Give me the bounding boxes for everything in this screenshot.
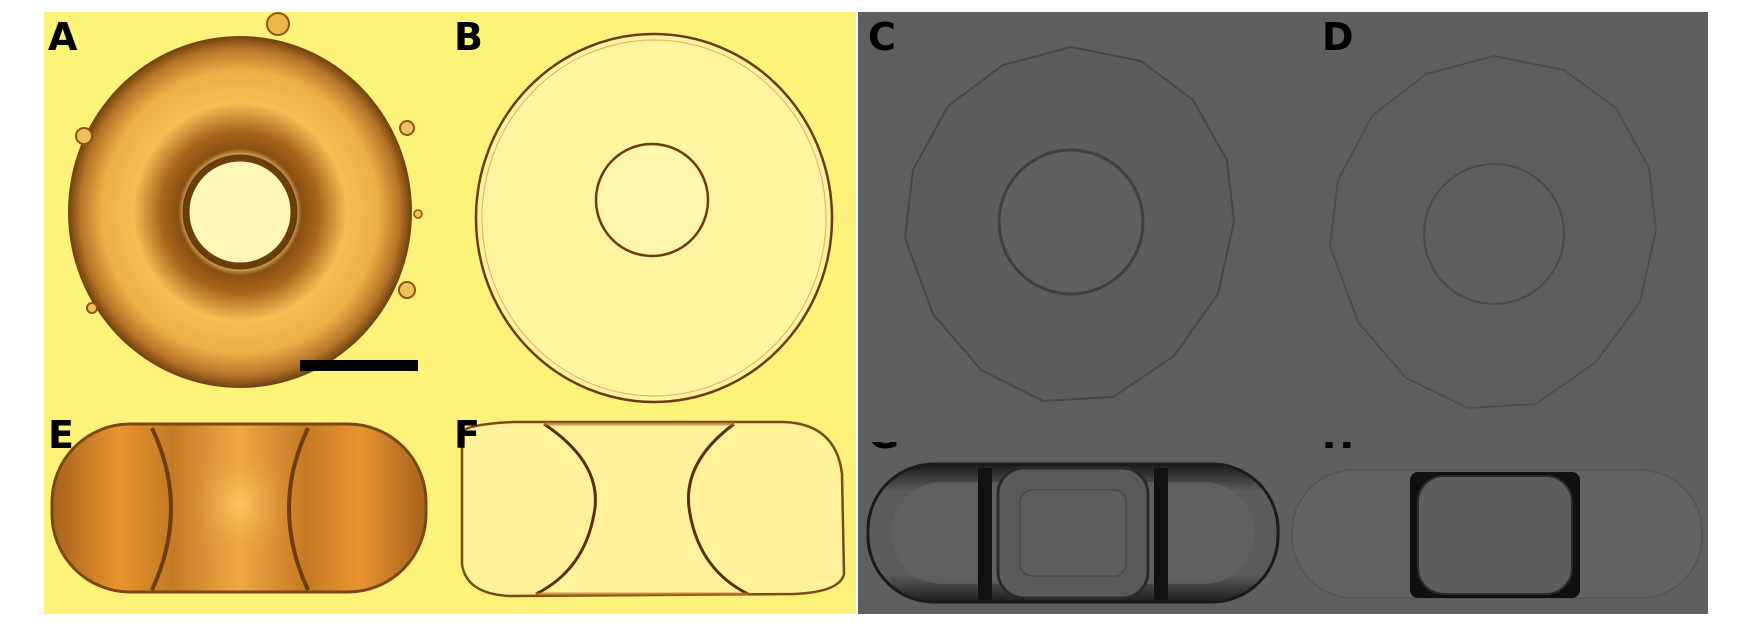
panel-h: H	[1288, 442, 1708, 614]
panel-label: A	[48, 15, 78, 59]
panel-b: B	[444, 12, 856, 404]
panel-h-image	[1288, 442, 1708, 614]
panel-a: A	[44, 12, 444, 404]
panel-label: E	[48, 413, 74, 457]
panel-f: F	[444, 404, 856, 614]
panel-g-image	[858, 442, 1288, 614]
panel-g: G	[858, 442, 1288, 614]
panel-a-image	[44, 12, 444, 404]
panel-label: B	[454, 15, 483, 59]
panel-d: D	[1288, 12, 1708, 442]
panel-label: C	[868, 15, 896, 59]
panel-label: G	[868, 442, 899, 454]
panel-label: F	[454, 413, 480, 457]
panel-e-image	[44, 404, 444, 614]
panel-label: D	[1322, 15, 1354, 59]
panel-c-image	[858, 12, 1288, 442]
scale-bar	[300, 360, 418, 371]
panel-b-image	[444, 12, 856, 404]
panel-d-image	[1288, 12, 1708, 442]
panel-c: C	[858, 12, 1288, 442]
panel-label: H	[1322, 442, 1354, 454]
panel-e: E	[44, 404, 444, 614]
panel-f-image	[444, 404, 856, 614]
